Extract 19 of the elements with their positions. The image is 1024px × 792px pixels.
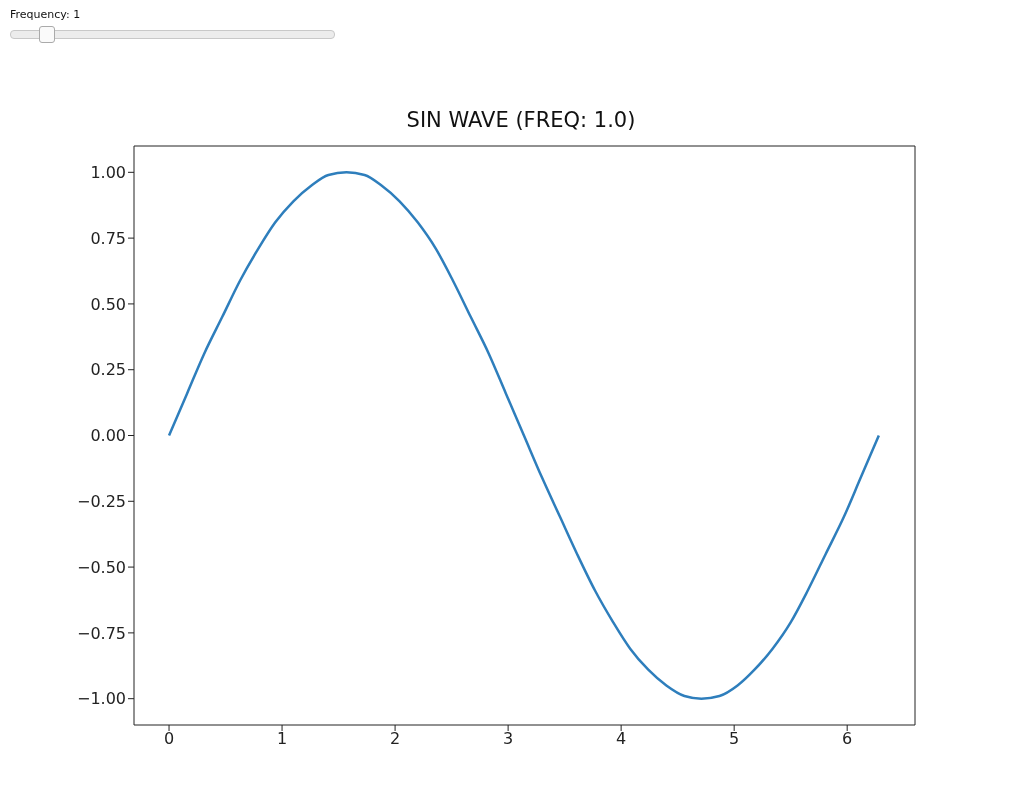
line-series (167, 171, 881, 700)
y-tick-label: 0.25 (90, 360, 126, 380)
x-tick-label: 5 (729, 729, 740, 749)
x-tick-label: 4 (616, 729, 627, 749)
y-tick-label: 0.00 (90, 426, 126, 446)
y-tick-label: −0.50 (76, 557, 126, 577)
y-tick-label: −1.00 (76, 689, 126, 709)
y-tick-label: 0.75 (90, 228, 126, 248)
y-tick-label: −0.75 (76, 623, 126, 643)
y-tick-label: 1.00 (90, 163, 126, 182)
x-tick-label: 1 (276, 729, 288, 749)
text: Frequency: 1 (10, 8, 81, 21)
x-tick-label: 0 (163, 729, 175, 749)
y-tick-label: −0.25 (76, 491, 126, 511)
x-tick-label: 2 (389, 729, 401, 749)
x-tick-label: 6 (842, 729, 853, 749)
y-tick-label: 0.50 (90, 294, 126, 314)
x-tick-label: 3 (503, 729, 514, 749)
chart-title: SIN WAVE (FREQ: 1.0) (405, 108, 637, 132)
